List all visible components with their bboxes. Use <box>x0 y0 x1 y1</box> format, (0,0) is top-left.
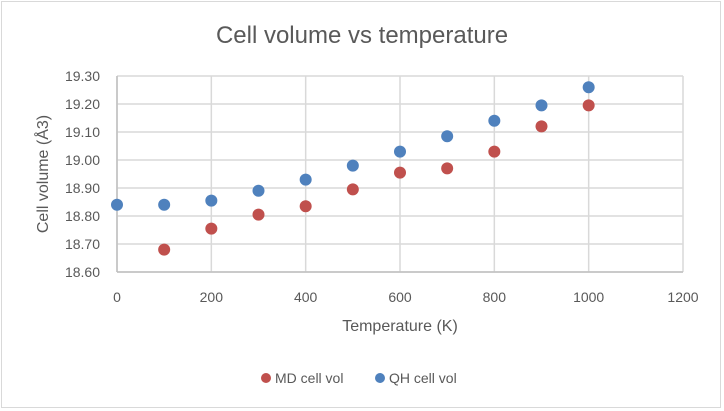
y-tick-label: 19.20 <box>65 96 100 112</box>
chart-title: Cell volume vs temperature <box>216 22 508 49</box>
point-qh-cell-vol <box>394 145 406 158</box>
point-qh-cell-vol <box>158 198 171 211</box>
point-md-cell-vol <box>582 99 595 112</box>
y-tick-label: 19.10 <box>65 124 100 140</box>
x-tick-label: 400 <box>294 289 318 305</box>
point-md-cell-vol <box>205 222 218 235</box>
y-tick-label: 19.30 <box>65 68 100 84</box>
x-tick-label: 1200 <box>667 289 698 305</box>
point-qh-cell-vol <box>488 114 501 127</box>
point-md-cell-vol <box>394 166 406 179</box>
point-qh-cell-vol <box>252 184 265 197</box>
tick-labels: 18.60 18.70 18.80 18.90 19.00 19.10 19.20 19.30… <box>65 68 699 305</box>
legend-marker-qh-cell-vol <box>375 373 385 383</box>
point-md-cell-vol <box>488 145 501 158</box>
y-tick-label: 18.70 <box>65 236 100 252</box>
x-tick-label: 600 <box>388 289 412 305</box>
point-md-cell-vol <box>299 200 312 213</box>
point-qh-cell-vol <box>111 198 123 211</box>
legend-label-md-cell-vol: MD cell vol <box>275 370 343 386</box>
point-md-cell-vol <box>346 183 359 196</box>
point-qh-cell-vol <box>535 99 548 112</box>
point-qh-cell-vol <box>205 194 218 207</box>
y-tick-label: 18.80 <box>65 208 100 224</box>
point-md-cell-vol <box>535 120 548 133</box>
point-md-cell-vol <box>441 162 454 175</box>
point-qh-cell-vol <box>346 159 359 172</box>
axes <box>116 76 683 273</box>
y-axis-label: Cell volume (Å3) <box>33 115 52 233</box>
point-qh-cell-vol <box>582 81 595 94</box>
x-tick-label: 0 <box>113 289 121 305</box>
y-tick-label: 18.60 <box>65 264 100 280</box>
x-tick-label: 1000 <box>573 289 604 305</box>
point-md-cell-vol <box>252 208 265 221</box>
legend-label-qh-cell-vol: QH cell vol <box>389 370 457 386</box>
legend: MD cell vol QH cell vol <box>261 370 457 386</box>
y-tick-label: 18.90 <box>65 180 100 196</box>
point-md-cell-vol <box>158 243 171 256</box>
x-tick-label: 800 <box>483 289 507 305</box>
y-tick-label: 19.00 <box>65 152 100 168</box>
x-axis-label: Temperature (K) <box>342 318 458 335</box>
point-qh-cell-vol <box>299 173 312 186</box>
data-points <box>111 81 595 256</box>
point-qh-cell-vol <box>441 130 454 143</box>
x-tick-label: 200 <box>200 289 224 305</box>
legend-marker-md-cell-vol <box>261 373 271 383</box>
